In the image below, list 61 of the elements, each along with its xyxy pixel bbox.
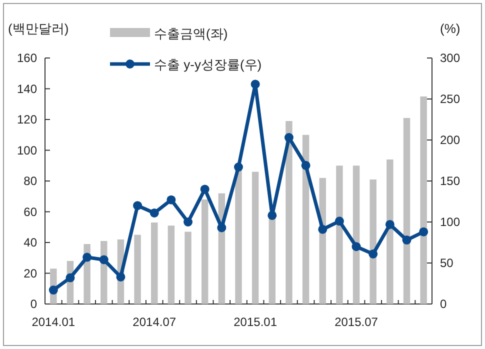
bar — [370, 179, 376, 304]
bar — [201, 199, 208, 304]
point — [99, 255, 108, 264]
point — [200, 184, 210, 194]
bar — [235, 170, 242, 304]
y2-tick-label: 50 — [440, 256, 454, 270]
point — [133, 201, 142, 210]
y-tick-label: 100 — [16, 143, 38, 158]
point — [352, 242, 361, 252]
y2-tick-label: 150 — [440, 174, 460, 188]
y-tick-label: 20 — [24, 266, 38, 280]
y-tick-label: 40 — [24, 236, 38, 250]
legend-label: 수출 y-y성장률(우) — [154, 57, 262, 72]
x-tick-label: 2015.01 — [234, 315, 278, 329]
y-tick-label: 0 — [30, 297, 38, 311]
point — [184, 218, 193, 226]
point — [334, 216, 344, 226]
bar — [336, 166, 343, 304]
bar — [403, 118, 410, 304]
point — [66, 273, 75, 282]
point — [419, 227, 428, 236]
bar — [386, 159, 394, 304]
point — [250, 80, 260, 89]
point — [268, 210, 277, 220]
point — [318, 224, 328, 234]
y2-tick-label: 100 — [440, 215, 460, 229]
x-tick-label: 2015.07 — [334, 315, 378, 329]
bar — [134, 234, 141, 304]
bar — [168, 226, 175, 304]
point — [301, 160, 310, 170]
y2-tick-label: 200 — [440, 133, 460, 147]
bar — [286, 121, 292, 304]
legend-label: 수출금액(좌) — [154, 26, 228, 41]
y2-tick-label: 300 — [440, 51, 460, 65]
y-axis-title: (백만달러) — [8, 21, 69, 36]
point — [82, 252, 92, 262]
point — [402, 236, 412, 245]
bar — [420, 96, 427, 304]
point — [217, 223, 226, 232]
x-tick-label: 2014.07 — [132, 315, 176, 329]
bar — [184, 232, 192, 304]
y2-axis-title: (%) — [440, 21, 460, 36]
bar — [352, 166, 360, 304]
point — [284, 133, 294, 142]
point — [48, 286, 58, 295]
bar — [151, 222, 158, 304]
x-tick-label: 2014.01 — [32, 315, 76, 329]
bar — [252, 172, 259, 304]
point — [234, 162, 243, 172]
y2-tick-label: 0 — [440, 297, 447, 311]
point — [166, 195, 176, 204]
y2-tick-label: 250 — [440, 92, 460, 106]
point — [116, 272, 126, 282]
y-tick-label: 120 — [16, 112, 38, 126]
point — [150, 208, 159, 218]
y-tick-label: 140 — [16, 82, 38, 96]
y-tick-label: 160 — [16, 51, 38, 65]
y-tick-label: 80 — [24, 174, 38, 188]
y-tick-label: 60 — [24, 204, 38, 219]
point — [368, 249, 378, 258]
point — [385, 220, 394, 229]
